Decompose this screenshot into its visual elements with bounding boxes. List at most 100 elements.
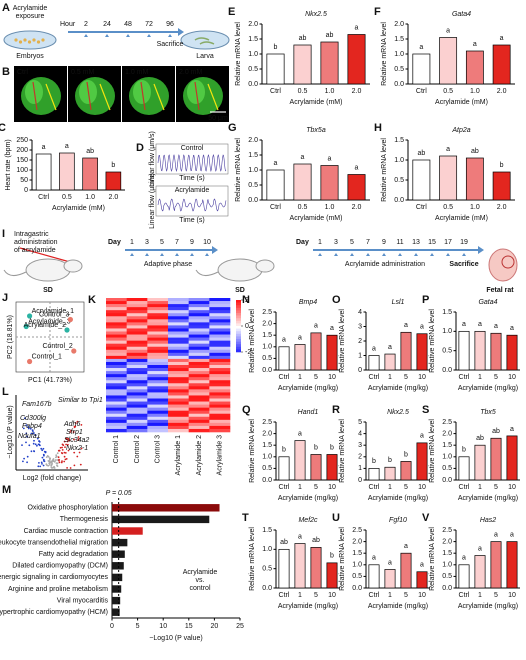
significance-letter: a: [372, 555, 376, 562]
heatmap-cell: [188, 398, 210, 402]
heatmap-cell: [168, 322, 189, 326]
x-tick-label: Ctrl: [369, 374, 380, 381]
timeline-tick-label: 7: [366, 239, 370, 246]
heatmap-cell: [209, 334, 231, 338]
heatmap-cell: [209, 401, 231, 405]
timeline-tick: [382, 253, 386, 256]
y-tick-label: 0.0: [262, 585, 272, 592]
heatmap-cell: [188, 361, 210, 366]
gene-dot: [67, 449, 70, 452]
heatmap-cell: [188, 392, 210, 396]
gene-dot: [52, 458, 55, 460]
bar: [278, 346, 290, 371]
larva: [194, 37, 210, 41]
heatmap-cell: [188, 416, 210, 421]
x-tick-label: 1: [298, 592, 302, 599]
heatmap-cell: [147, 304, 169, 308]
gene-dot: [64, 452, 67, 454]
gene-dot: [69, 467, 72, 469]
heatmap-cell: [126, 307, 148, 311]
image-label: 1.0 mM: [125, 69, 149, 76]
significance-letter: b: [330, 553, 334, 560]
heatmap-cell: [188, 407, 210, 411]
heatmap-cell: [106, 352, 127, 357]
axis-line: [99, 83, 111, 111]
heatmap-cell: [209, 331, 231, 335]
heatmap-cell: [188, 310, 210, 314]
heatmap-cell: [147, 343, 169, 348]
x-tick-label: 1: [478, 374, 482, 381]
y-axis-label: Relative mRNA level: [235, 138, 242, 202]
arrow: [212, 246, 218, 254]
heatmap-cell: [168, 328, 189, 332]
threshold-label: P = 0.05: [106, 490, 132, 497]
heatmap-cell: [147, 310, 169, 314]
significance-letter: a: [462, 555, 466, 562]
y-tick-label: 1: [358, 352, 362, 359]
heatmap-cell: [126, 301, 148, 305]
heatmap-cell: [106, 407, 127, 411]
heatmap-cell: [168, 316, 189, 320]
x-tick-label: 5: [314, 374, 318, 381]
significance-letter: ab: [280, 539, 288, 546]
heatmap-cell: [106, 349, 127, 354]
timeline-tick: [190, 253, 194, 256]
gene-dot: [50, 461, 53, 464]
heatmap-cell: [106, 301, 127, 305]
chart-title: Nkx2.5: [305, 11, 327, 18]
heatmap-cell: [126, 371, 148, 375]
timeline-tick-label: 19: [460, 239, 468, 246]
point-label: Acrylamide_1: [32, 308, 75, 315]
x-tick-label: 0.5: [62, 194, 72, 201]
caption: Larva: [196, 53, 214, 60]
gene-dot: [42, 447, 45, 450]
heatmap-cell: [168, 343, 189, 348]
heatmap-cell: [106, 368, 127, 372]
gene-dot: [49, 457, 51, 460]
bar: [492, 171, 511, 201]
gene-dot: [65, 443, 67, 446]
column-label: Control 2: [134, 435, 141, 464]
gene-dot: [44, 451, 47, 453]
significance-letter: b: [404, 451, 408, 458]
point: [67, 316, 73, 323]
colorbar: [236, 333, 241, 337]
x-tick-label: 10: [418, 374, 426, 381]
caption: Embryos: [16, 53, 44, 60]
bar: [112, 608, 120, 616]
heatmap-cell: [168, 383, 189, 387]
bar: [35, 153, 52, 191]
bar: [266, 169, 285, 201]
heatmap-cell: [147, 389, 169, 393]
significance-letter: a: [42, 144, 46, 151]
heatmap-cell: [126, 316, 148, 320]
y-tick-label: 0.5: [248, 182, 258, 189]
colorbar: [236, 307, 241, 311]
gene-dot: [61, 460, 63, 462]
y-tick-label: 0.5: [394, 177, 404, 184]
heatmap-cell: [147, 319, 169, 323]
gene-dot: [57, 456, 60, 459]
y-tick-label: 1.0: [352, 562, 362, 569]
colorbar-label: -2: [245, 349, 251, 356]
y-tick-label: 2.0: [352, 538, 362, 545]
x-axis-label: Acrylamide (mg/kg): [278, 385, 338, 392]
x-tick-label: Ctrl: [459, 374, 470, 381]
bar: [266, 53, 285, 85]
y-tick-label: 0.0: [248, 81, 258, 88]
gene-dot: [63, 451, 66, 454]
bar: [465, 157, 484, 201]
y-tick-label: 2.5: [262, 419, 272, 426]
y-axis-label: Relative mRNA level: [381, 138, 388, 202]
gene-dot: [42, 458, 45, 461]
bar: [278, 548, 290, 589]
timeline-tick: [430, 253, 434, 256]
embryo: [41, 38, 45, 42]
significance-letter: b: [372, 458, 376, 465]
heatmap-cell: [209, 392, 231, 396]
heatmap-cell: [126, 343, 148, 348]
heatmap-cell: [147, 334, 169, 338]
gene-dot: [66, 467, 68, 469]
gene-dot: [67, 443, 69, 446]
y-tick-label: 1.0: [262, 454, 272, 461]
